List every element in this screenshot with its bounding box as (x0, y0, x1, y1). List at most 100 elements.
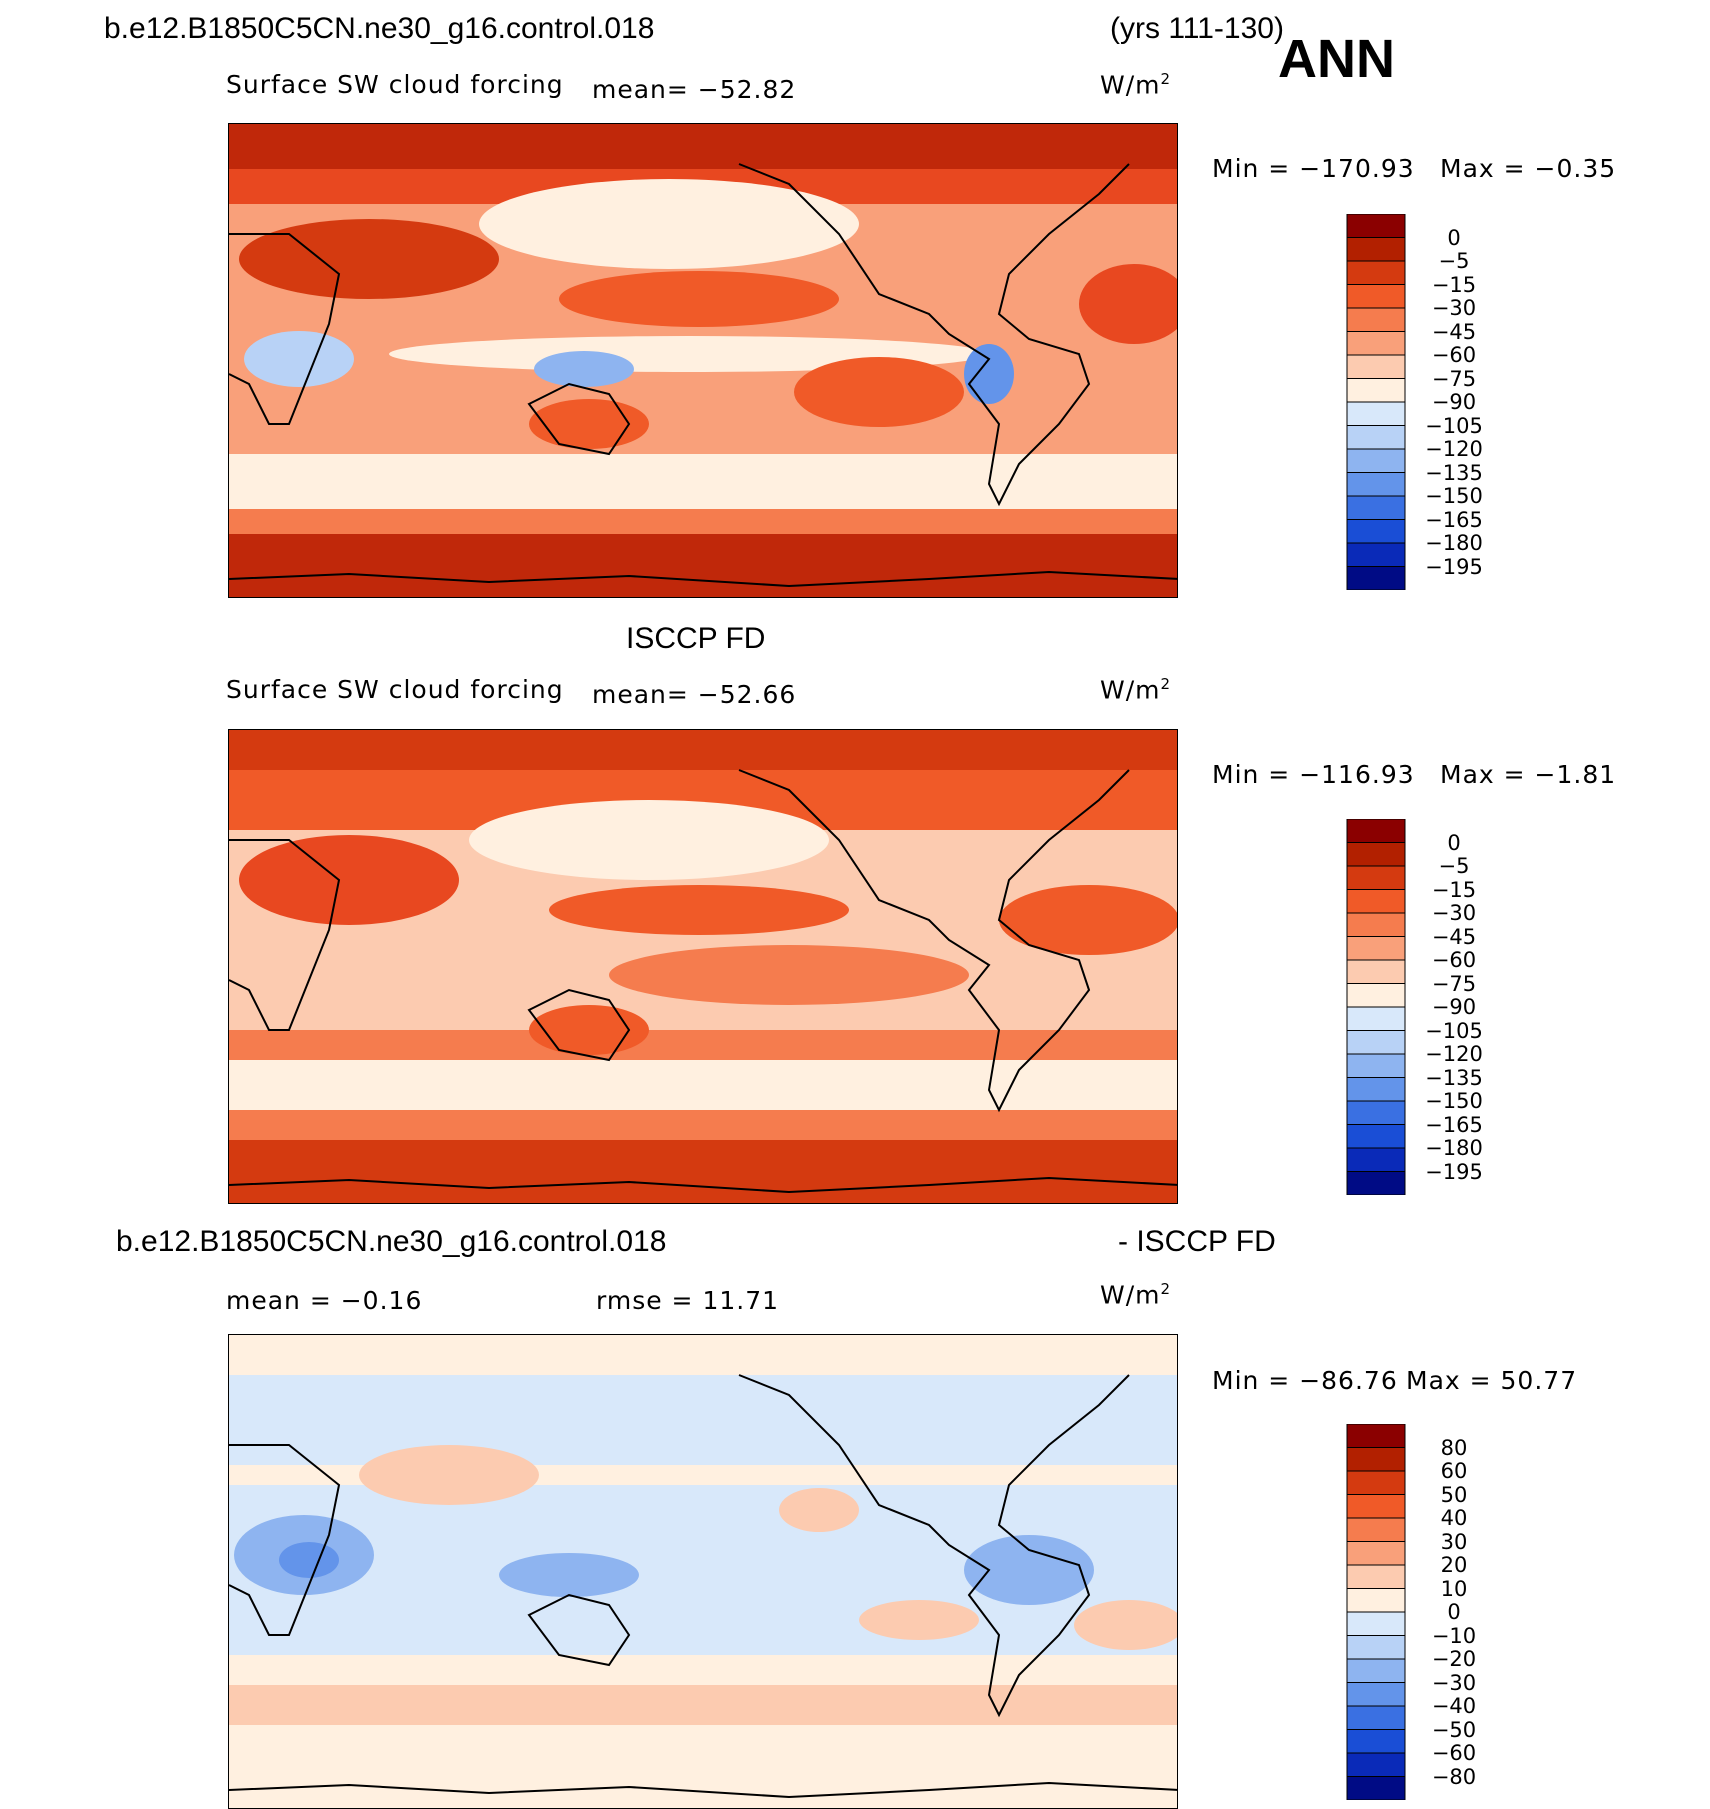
band-north (229, 1375, 1177, 1465)
colorbar-cell (1346, 425, 1406, 450)
colorbar-tick-label: −180 (1425, 531, 1483, 555)
colorbar-cell (1346, 284, 1406, 309)
andes-blue (964, 344, 1014, 404)
colorbar-tick-label: −15 (1431, 272, 1477, 297)
band-south-mid (229, 1110, 1177, 1140)
colorbar-cell (1346, 1705, 1406, 1730)
south-pacific-pink (859, 1600, 979, 1640)
panel2-colorbar (1346, 819, 1406, 1195)
colorbar-cell (1346, 1635, 1406, 1660)
panel2-mean-label: mean= −52.66 (592, 680, 797, 709)
colorbar-tick-label: −50 (1431, 1717, 1477, 1742)
colorbar-cell (1346, 1030, 1406, 1055)
panel1-map (228, 123, 1178, 598)
panel2-variable-label: Surface SW cloud forcing (226, 675, 564, 704)
colorbar-cell (1346, 1171, 1406, 1195)
colorbar-cell (1346, 983, 1406, 1008)
colorbar-cell (1346, 214, 1406, 238)
panel2-units-label: W/m2 (1100, 675, 1172, 705)
colorbar-cell (1346, 354, 1406, 379)
panel1-variable-label: Surface SW cloud forcing (226, 70, 564, 99)
colorbar-tick-label: −195 (1425, 1159, 1483, 1184)
colorbar-tick-label: −75 (1431, 971, 1477, 996)
colorbar-cell (1346, 842, 1406, 867)
coastline-africa (229, 839, 341, 1031)
years-label: (yrs 111-130) (1110, 12, 1284, 45)
colorbar-tick-label: −45 (1431, 924, 1477, 949)
maritime-blue (534, 351, 634, 387)
colorbar-cell (1346, 472, 1406, 497)
north-pacific-light (469, 800, 829, 880)
africa-blue (244, 331, 354, 387)
colorbar-cell (1346, 1564, 1406, 1589)
colorbar-cell (1346, 936, 1406, 961)
colorbar-tick-label: −30 (1431, 296, 1477, 320)
colorbar-cell (1346, 1776, 1406, 1800)
colorbar-tick-label: −60 (1431, 343, 1477, 367)
colorbar-tick-label: −30 (1431, 1670, 1477, 1695)
coastline-antarctica (229, 1176, 1177, 1194)
colorbar-tick-label: −10 (1431, 1623, 1477, 1648)
season-label: ANN (1278, 29, 1395, 89)
panel2-map (228, 729, 1178, 1204)
colorbar-cell (1346, 1100, 1406, 1125)
colorbar-tick-label: 10 (1440, 1576, 1468, 1601)
colorbar-cell (1346, 448, 1406, 473)
colorbar-cell (1346, 1006, 1406, 1031)
coastline-americas (738, 1374, 1130, 1718)
panel1-min-label: Min = −170.93 (1212, 154, 1415, 183)
band-antarctic (229, 534, 1177, 597)
panel1-colorbar (1346, 214, 1406, 590)
band-arctic (229, 730, 1177, 770)
colorbar-tick-label: 0 (1447, 225, 1461, 250)
panel2-title: ISCCP FD (626, 622, 766, 655)
colorbar-tick-label: −135 (1425, 1065, 1483, 1090)
coastline-antarctica (229, 570, 1177, 588)
band-southern-ocean (229, 1060, 1177, 1110)
panel3-min-label: Min = −86.76 (1212, 1366, 1398, 1395)
coastline-americas (738, 163, 1130, 507)
colorbar-cell (1346, 1053, 1406, 1078)
colorbar-cell (1346, 1517, 1406, 1542)
colorbar-cell (1346, 1752, 1406, 1777)
colorbar-tick-label: −90 (1431, 390, 1477, 414)
australia-red (529, 399, 649, 449)
colorbar-tick-label: 60 (1440, 1459, 1468, 1483)
colorbar-tick-label: −15 (1431, 877, 1477, 902)
panel3-units-label: W/m2 (1100, 1280, 1172, 1310)
band-southern-ocean (229, 1685, 1177, 1725)
coastline-australia (527, 988, 631, 1062)
atlantic-red (1079, 264, 1177, 344)
colorbar-cell (1346, 1541, 1406, 1566)
colorbar-cell (1346, 1588, 1406, 1613)
colorbar-tick-label: −120 (1425, 437, 1483, 461)
panel1-units-label: W/m2 (1100, 70, 1172, 100)
europe-red (239, 219, 499, 299)
band-antarctic (229, 1140, 1177, 1203)
colorbar-cell (1346, 378, 1406, 403)
colorbar-tick-label: −20 (1431, 1647, 1477, 1671)
band-south-mid (229, 509, 1177, 534)
coastline-antarctica (229, 1781, 1177, 1799)
colorbar-tick-label: −150 (1425, 484, 1483, 508)
band-southern-ocean (229, 454, 1177, 509)
coastline-australia (527, 382, 631, 456)
panel1-mean-label: mean= −52.82 (592, 75, 797, 104)
colorbar-tick-label: −120 (1425, 1042, 1483, 1066)
coastline-americas (738, 769, 1130, 1113)
colorbar-tick-label: −165 (1425, 1112, 1483, 1137)
colorbar-cell (1346, 542, 1406, 567)
colorbar-tick-label: 80 (1440, 1435, 1468, 1460)
north-pacific-stratocu (549, 885, 849, 935)
colorbar-tick-label: 50 (1440, 1482, 1468, 1507)
atlantic-pink (1074, 1600, 1177, 1650)
colorbar-tick-label: −30 (1431, 901, 1477, 925)
coastline-africa (229, 1444, 341, 1636)
colorbar-cell (1346, 959, 1406, 984)
panel1-max-label: Max = −0.35 (1440, 154, 1617, 183)
colorbar-cell (1346, 1494, 1406, 1519)
colorbar-cell (1346, 331, 1406, 356)
colorbar-tick-label: −135 (1425, 460, 1483, 485)
panel2-max-label: Max = −1.81 (1440, 760, 1617, 789)
colorbar-cell (1346, 260, 1406, 285)
